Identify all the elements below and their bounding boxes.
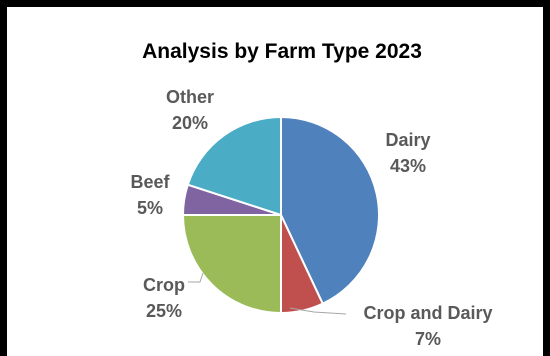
slice-labels: Dairy 43% Crop and Dairy 7% Crop 25% Beef 5% Oth… bbox=[130, 87, 492, 349]
pie-slice-other bbox=[186, 115, 282, 217]
slice-label-beef: Beef 5% bbox=[130, 172, 170, 218]
leader-lines bbox=[188, 272, 347, 315]
leader-line-crop-and-dairy bbox=[289, 307, 347, 315]
slice-label-other: Other 20% bbox=[166, 87, 214, 133]
pie-slice-dairy bbox=[280, 115, 380, 306]
pie-slice-crop bbox=[181, 214, 282, 315]
slice-label-crop-and-dairy: Crop and Dairy 7% bbox=[363, 303, 492, 349]
pie-slices bbox=[181, 115, 380, 315]
leader-line-crop bbox=[188, 272, 204, 283]
slice-label-crop: Crop 25% bbox=[143, 275, 185, 321]
chart-title: Analysis by Farm Type 2023 bbox=[142, 40, 422, 63]
slice-label-dairy: Dairy 43% bbox=[385, 130, 430, 176]
